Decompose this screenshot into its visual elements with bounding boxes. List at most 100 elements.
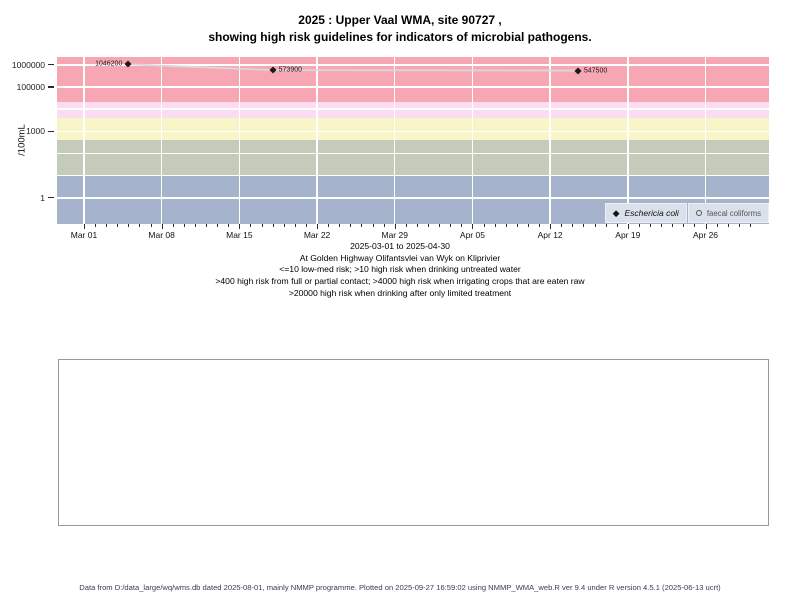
gridline-horizontal <box>57 86 769 88</box>
x-tick-minor <box>128 224 130 227</box>
x-tick-major <box>83 224 85 229</box>
chart-title-line2: showing high risk guidelines for indicat… <box>208 30 592 44</box>
x-tick-minor <box>683 224 685 227</box>
x-tick-minor <box>217 224 219 227</box>
x-tick-minor <box>405 224 407 227</box>
y-tick <box>48 197 54 199</box>
x-tick-label: Mar 08 <box>148 229 175 240</box>
x-tick-minor <box>539 224 541 227</box>
notes-box <box>58 359 769 526</box>
x-tick-minor <box>516 224 518 227</box>
gridline-horizontal <box>57 197 769 199</box>
y-tick-label: 1000 <box>26 126 45 137</box>
x-tick-minor <box>294 224 296 227</box>
x-tick-minor <box>505 224 507 227</box>
x-tick-label: Mar 29 <box>381 229 408 240</box>
x-tick-minor <box>450 224 452 227</box>
x-tick-minor <box>250 224 252 227</box>
gridline-vertical <box>704 57 707 224</box>
y-tick-label: 100000 <box>16 81 45 92</box>
y-tick-label: 1 <box>40 192 45 203</box>
x-tick-minor <box>283 224 285 227</box>
x-tick-minor <box>461 224 463 227</box>
y-tick-label: 1000000 <box>11 59 45 70</box>
gridline-vertical <box>549 57 551 224</box>
gridline-vertical <box>627 57 629 224</box>
x-tick-minor <box>439 224 441 227</box>
x-tick-minor <box>361 224 363 227</box>
x-tick-minor <box>605 224 607 227</box>
risk-band <box>57 140 769 176</box>
x-tick-label: Mar 22 <box>303 229 331 240</box>
gridline-vertical <box>471 57 474 224</box>
x-tick-minor <box>305 224 307 227</box>
gridline-vertical <box>160 57 163 224</box>
ecoli-series-line <box>128 63 578 72</box>
open-circle-icon <box>695 210 702 216</box>
x-tick-minor <box>106 224 108 227</box>
x-tick-major <box>550 224 552 229</box>
gridline-horizontal <box>57 130 769 133</box>
x-tick-major <box>161 224 163 229</box>
gridline-vertical <box>238 57 241 224</box>
x-tick-label: Apr 05 <box>459 229 485 240</box>
x-tick-minor <box>139 224 141 227</box>
footer-text: Data from D:/data_large/wq/wms.db dated … <box>79 583 721 592</box>
legend-entry-faecal-coliforms: faecal coliforms <box>687 203 769 223</box>
gridline-horizontal <box>57 174 769 177</box>
legend-faecal-coliforms-label: faecal coliforms <box>706 208 761 218</box>
gridline-horizontal <box>57 152 769 155</box>
x-tick-minor <box>372 224 374 227</box>
x-tick-minor <box>661 224 663 227</box>
data-point-label: 1046200 <box>95 60 123 68</box>
caption-location: At Golden Highway Olifantsvlei van Wyk o… <box>299 252 501 263</box>
x-tick-major <box>472 224 474 229</box>
y-tick <box>48 86 54 88</box>
chart-title: 2025 : Upper Vaal WMA, site 90727 , show… <box>0 12 800 46</box>
y-tick <box>48 130 54 132</box>
x-tick-label: Apr 12 <box>537 229 563 240</box>
x-tick-minor <box>650 224 652 227</box>
x-tick-minor <box>483 224 485 227</box>
x-tick-minor <box>150 224 152 227</box>
caption-guideline-1: <=10 low-med risk; >10 high risk when dr… <box>279 264 521 275</box>
x-tick-minor <box>694 224 696 227</box>
x-tick-minor <box>716 224 718 227</box>
x-tick-minor <box>272 224 274 227</box>
chart-captions: 2025-03-01 to 2025-04-30 At Golden Highw… <box>0 241 800 300</box>
x-tick-minor <box>594 224 596 227</box>
x-tick-major <box>317 224 319 229</box>
x-tick-minor <box>616 224 618 227</box>
x-tick-minor <box>494 224 496 227</box>
x-tick-minor <box>749 224 751 227</box>
x-tick-minor <box>339 224 341 227</box>
x-tick-minor <box>206 224 208 227</box>
x-tick-minor <box>572 224 574 227</box>
x-tick-minor <box>416 224 418 227</box>
x-tick-label: Mar 01 <box>70 229 98 240</box>
gridline-vertical <box>83 57 85 224</box>
data-point-label: 573900 <box>278 66 302 74</box>
caption-date-range: 2025-03-01 to 2025-04-30 <box>350 241 450 251</box>
x-tick-minor <box>172 224 174 227</box>
filled-diamond-icon: ◆ <box>612 207 620 218</box>
x-tick-minor <box>228 224 230 227</box>
x-tick-label: Apr 19 <box>615 229 641 240</box>
x-tick-minor <box>328 224 330 227</box>
x-tick-minor <box>183 224 185 227</box>
gridline-horizontal <box>57 64 769 66</box>
chart-title-line1: 2025 : Upper Vaal WMA, site 90727 , <box>298 13 502 27</box>
x-tick-major <box>239 224 241 229</box>
y-tick <box>48 64 54 66</box>
x-tick-label: Apr 26 <box>692 229 719 240</box>
x-tick-minor <box>194 224 196 227</box>
legend-entry-ecoli: ◆ Eschericia coli <box>604 203 687 223</box>
x-tick-minor <box>350 224 352 227</box>
legend: ◆ Eschericia coli faecal coliforms <box>604 203 769 223</box>
gridline-vertical <box>316 57 318 224</box>
y-axis: 1000000 100000 1000 1 <box>0 57 57 224</box>
x-tick-major <box>627 224 629 229</box>
caption-guideline-3: >20000 high risk when drinking after onl… <box>288 287 512 298</box>
legend-ecoli-label: Eschericia coli <box>624 208 679 218</box>
x-tick-major <box>394 224 396 229</box>
